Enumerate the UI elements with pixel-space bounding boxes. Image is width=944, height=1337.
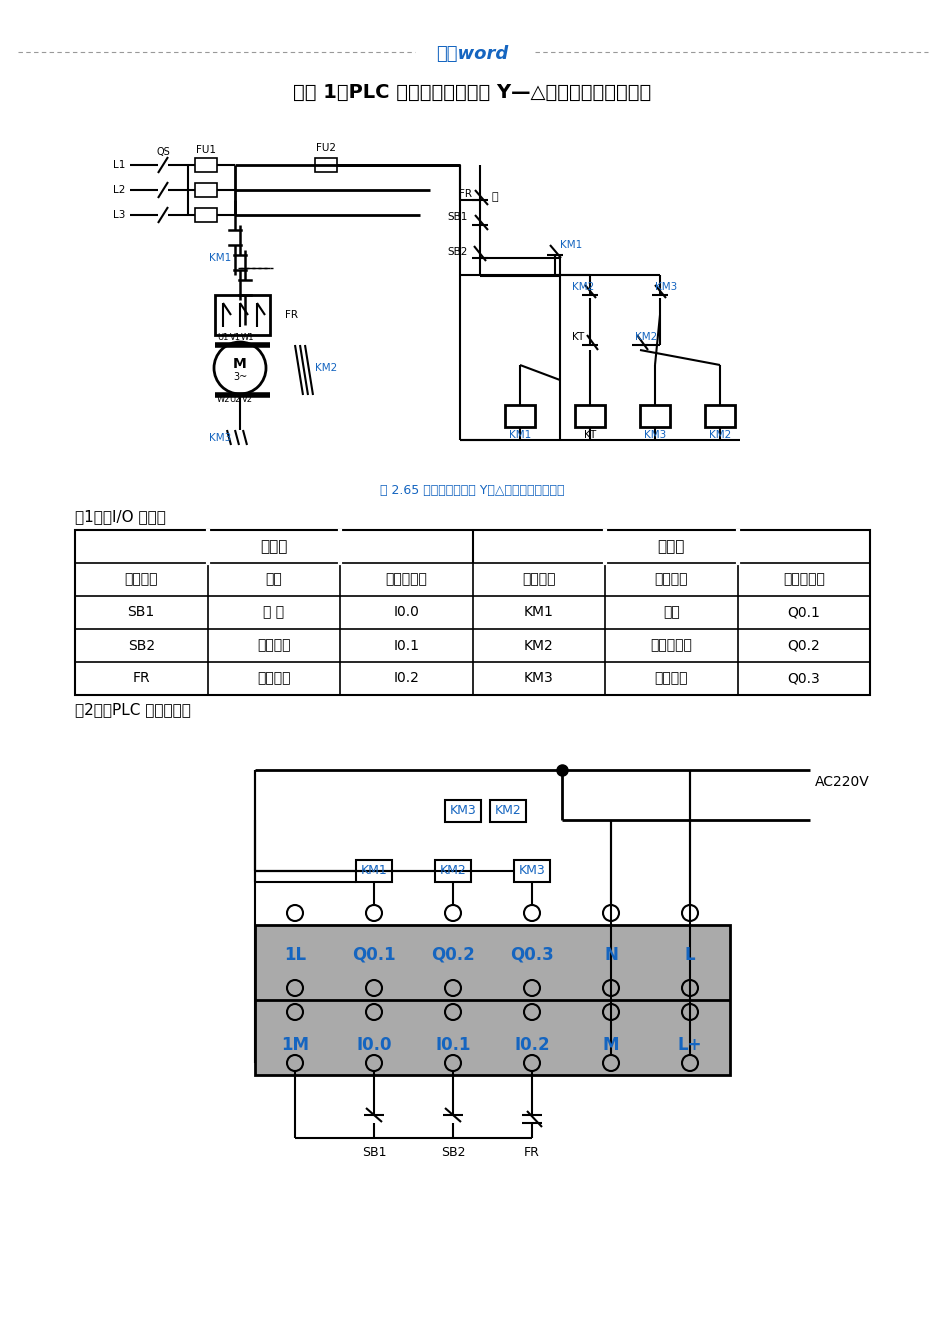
Text: I0.1: I0.1 xyxy=(393,639,419,652)
Text: FR: FR xyxy=(524,1147,539,1159)
Text: 输　入: 输 入 xyxy=(260,539,287,554)
Text: SB2: SB2 xyxy=(127,639,155,652)
Text: SB2: SB2 xyxy=(447,247,467,257)
Text: I0.2: I0.2 xyxy=(393,671,419,686)
Text: KM3: KM3 xyxy=(523,671,553,686)
Text: 过载保护: 过载保护 xyxy=(257,671,290,686)
Text: QS: QS xyxy=(156,147,170,156)
Text: W1: W1 xyxy=(240,333,254,341)
Text: 试题 1：PLC 对时间继电器控制 Y—△降压启动线路的改造: 试题 1：PLC 对时间继电器控制 Y—△降压启动线路的改造 xyxy=(293,83,650,102)
Text: FR: FR xyxy=(285,310,297,320)
Text: 3~: 3~ xyxy=(232,372,247,382)
Text: SB2: SB2 xyxy=(440,1147,464,1159)
Text: KM2: KM2 xyxy=(708,431,731,440)
Text: KM1: KM1 xyxy=(209,253,231,263)
Text: KT: KT xyxy=(583,431,596,440)
Bar xyxy=(704,405,734,427)
Bar xyxy=(639,405,669,427)
Bar xyxy=(445,800,480,822)
Bar xyxy=(434,860,470,882)
Bar xyxy=(215,295,270,336)
Text: I0.0: I0.0 xyxy=(393,606,419,619)
Bar xyxy=(356,860,392,882)
Bar xyxy=(574,405,604,427)
Text: 星形启动: 星形启动 xyxy=(257,639,290,652)
Text: SB1: SB1 xyxy=(447,213,467,222)
Text: KM3: KM3 xyxy=(654,282,677,291)
Text: 输入继电器: 输入继电器 xyxy=(385,572,427,587)
Text: KM1: KM1 xyxy=(523,606,553,619)
Text: 1M: 1M xyxy=(280,1036,309,1054)
Text: N: N xyxy=(603,947,617,964)
Text: KT: KT xyxy=(571,332,583,342)
Text: I0.0: I0.0 xyxy=(356,1036,392,1054)
Text: 输　出: 输 出 xyxy=(657,539,684,554)
Text: KM2: KM2 xyxy=(439,865,466,877)
Text: SB1: SB1 xyxy=(127,606,155,619)
Bar xyxy=(255,925,729,1075)
Text: I0.2: I0.2 xyxy=(514,1036,549,1054)
Text: L1: L1 xyxy=(112,160,125,170)
Text: W2: W2 xyxy=(216,396,229,405)
Text: 电源: 电源 xyxy=(662,606,679,619)
Text: KM1: KM1 xyxy=(508,431,531,440)
Bar xyxy=(504,405,534,427)
Text: KM1: KM1 xyxy=(361,865,387,877)
Bar xyxy=(314,158,337,172)
Text: FR: FR xyxy=(459,189,471,199)
Text: 停 止: 停 止 xyxy=(263,606,284,619)
Text: KM3: KM3 xyxy=(518,865,545,877)
Text: ⟋: ⟋ xyxy=(492,193,498,202)
Text: KM2: KM2 xyxy=(314,364,337,373)
Bar xyxy=(75,529,869,695)
Text: FR: FR xyxy=(132,671,150,686)
Text: V1: V1 xyxy=(229,333,240,341)
Text: （1）、I/O 分配表: （1）、I/O 分配表 xyxy=(75,509,166,524)
Text: KM2: KM2 xyxy=(523,639,553,652)
Text: 作用: 作用 xyxy=(265,572,282,587)
Text: V2: V2 xyxy=(242,396,252,405)
Bar xyxy=(194,158,217,172)
Text: Q0.2: Q0.2 xyxy=(786,639,819,652)
Text: Q0.1: Q0.1 xyxy=(352,947,396,964)
Text: U1: U1 xyxy=(217,333,228,341)
Text: 输入元件: 输入元件 xyxy=(125,572,158,587)
Bar xyxy=(490,800,526,822)
Text: Q0.3: Q0.3 xyxy=(786,671,819,686)
Text: （2）、PLC 外部接线图: （2）、PLC 外部接线图 xyxy=(75,702,191,718)
Text: KM3: KM3 xyxy=(643,431,666,440)
Text: 控制对象: 控制对象 xyxy=(654,572,687,587)
Text: Q0.1: Q0.1 xyxy=(786,606,819,619)
Text: 1L: 1L xyxy=(283,947,306,964)
Text: 三角形运行: 三角形运行 xyxy=(649,639,691,652)
Text: L3: L3 xyxy=(112,210,125,221)
Text: M: M xyxy=(233,357,246,370)
Text: L: L xyxy=(684,947,695,964)
Text: FU1: FU1 xyxy=(195,144,216,155)
Text: 精品word: 精品word xyxy=(435,45,508,63)
Text: AC220V: AC220V xyxy=(814,775,868,789)
Text: L2: L2 xyxy=(112,185,125,195)
Text: M: M xyxy=(602,1036,618,1054)
Text: KM3: KM3 xyxy=(449,805,476,817)
Text: KM2: KM2 xyxy=(634,332,657,342)
Text: L+: L+ xyxy=(677,1036,701,1054)
Text: I0.1: I0.1 xyxy=(435,1036,470,1054)
Text: KM3: KM3 xyxy=(209,433,231,443)
Text: 图 2.65 时间继电器控制 Y－△降压启动控制线路: 图 2.65 时间继电器控制 Y－△降压启动控制线路 xyxy=(379,484,564,496)
Text: SB1: SB1 xyxy=(362,1147,386,1159)
Text: U2: U2 xyxy=(229,396,241,405)
Bar xyxy=(194,209,217,222)
Text: 输出元件: 输出元件 xyxy=(521,572,555,587)
Text: 星形启动: 星形启动 xyxy=(654,671,687,686)
Text: Q0.3: Q0.3 xyxy=(510,947,553,964)
Bar xyxy=(514,860,549,882)
Text: KM2: KM2 xyxy=(571,282,594,291)
Bar xyxy=(194,183,217,197)
Text: KM2: KM2 xyxy=(494,805,521,817)
Text: Q0.2: Q0.2 xyxy=(430,947,475,964)
Text: 输出继电器: 输出继电器 xyxy=(782,572,824,587)
Text: KM1: KM1 xyxy=(560,241,582,250)
Text: FU2: FU2 xyxy=(315,143,336,152)
